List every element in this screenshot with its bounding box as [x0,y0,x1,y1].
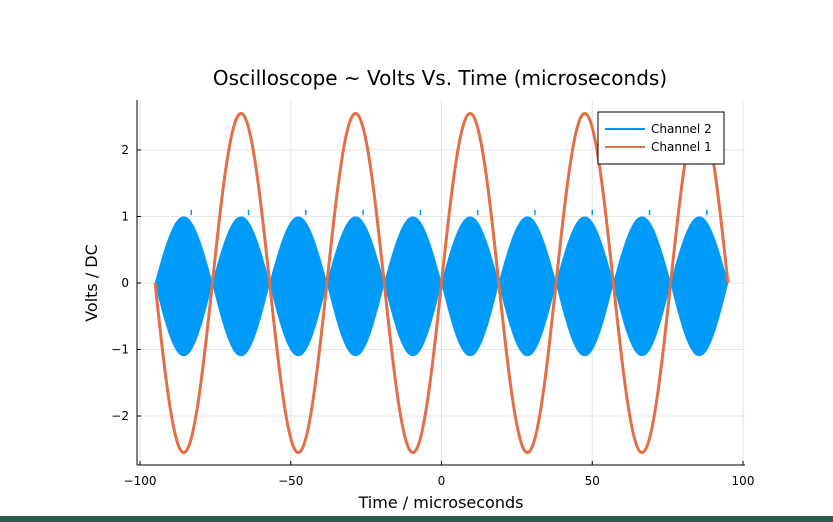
x-tick-label: −50 [278,474,303,488]
x-ticks: −100 −50 0 50 100 [124,461,755,488]
x-axis-label: Time / microseconds [358,493,524,512]
y-tick-label: −2 [111,409,129,423]
y-tick-label: 2 [121,143,129,157]
channel-1-series [153,111,730,455]
x-tick-label: 50 [585,474,600,488]
chart-title: Oscilloscope ~ Volts Vs. Time (microseco… [213,66,667,90]
x-tick-label: −100 [124,474,157,488]
legend-label-channel-2: Channel 2 [651,122,712,136]
legend: Channel 2 Channel 1 [597,111,725,165]
y-tick-label: 1 [121,210,129,224]
y-tick-label: −1 [111,343,129,357]
x-tick-label: 100 [732,474,755,488]
legend-box [597,111,725,165]
plot-series [153,111,730,455]
window-bottom-edge [0,516,833,522]
legend-label-channel-1: Channel 1 [651,140,712,154]
y-ticks: −2 −1 0 1 2 [111,143,141,423]
x-tick-label: 0 [438,474,446,488]
y-tick-label: 0 [121,276,129,290]
y-axis-label: Volts / DC [82,244,101,322]
